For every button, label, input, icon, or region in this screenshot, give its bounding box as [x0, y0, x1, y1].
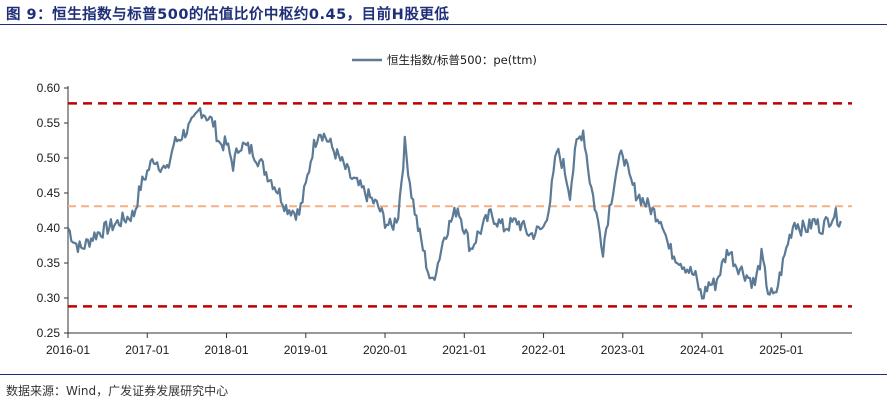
x-tick-label: 2018-01: [204, 343, 248, 357]
chart-title: 图 9：恒生指数与标普500的估值比价中枢约0.45，目前H股更低: [6, 7, 450, 23]
legend: 恒生指数/标普500：pe(ttm): [352, 53, 537, 67]
legend-label: 恒生指数/标普500：pe(ttm): [387, 53, 537, 67]
y-tick-label: 0.55: [37, 116, 61, 130]
x-tick-label: 2019-01: [284, 343, 328, 357]
x-tick-label: 2017-01: [125, 343, 169, 357]
x-tick-label: 2016-01: [46, 343, 90, 357]
y-tick-label: 0.35: [37, 256, 61, 270]
x-tick-label: 2022-01: [522, 343, 566, 357]
y-tick-label: 0.25: [37, 326, 61, 340]
reference-lines: [68, 102, 852, 308]
x-tick-label: 2020-01: [363, 343, 407, 357]
x-tick-label: 2023-01: [601, 343, 645, 357]
y-tick-label: 0.60: [37, 81, 61, 95]
x-tick-label: 2025-01: [759, 343, 803, 357]
plot-area: [67, 107, 842, 300]
x-tick-label: 2021-01: [442, 343, 486, 357]
axes: 0.60 0.55 0.50 0.45 0.40 0.35 0.30 0.25 2016-01 2…: [37, 81, 852, 357]
chart: 0.60 0.55 0.50 0.45 0.40 0.35 0.30 0.25 2016-01 2…: [37, 53, 852, 357]
y-tick-label: 0.45: [37, 186, 61, 200]
source-note: 数据来源：Wind，广发证券发展研究中心: [6, 384, 229, 398]
y-tick-label: 0.30: [37, 291, 61, 305]
y-tick-label: 0.40: [37, 221, 61, 235]
footer-divider: [0, 374, 887, 375]
title-divider: [0, 24, 887, 25]
x-tick-label: 2024-01: [680, 343, 724, 357]
y-tick-label: 0.50: [37, 151, 61, 165]
series-line: [67, 107, 842, 300]
